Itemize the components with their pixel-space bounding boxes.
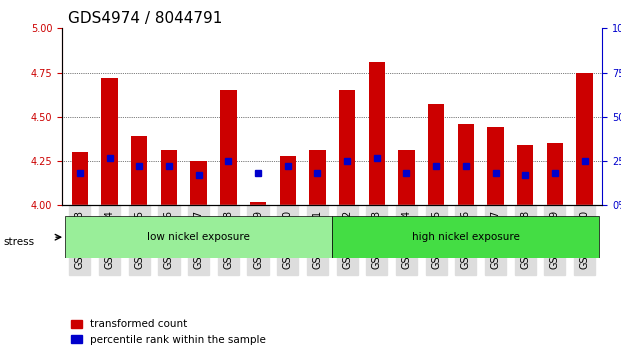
Bar xyxy=(339,90,355,205)
Bar xyxy=(546,143,563,205)
Bar xyxy=(250,202,266,205)
Bar xyxy=(72,152,88,205)
Bar xyxy=(309,150,325,205)
Legend: transformed count, percentile rank within the sample: transformed count, percentile rank withi… xyxy=(67,315,270,349)
Bar xyxy=(576,73,592,205)
Bar xyxy=(458,124,474,205)
Bar xyxy=(398,150,415,205)
Bar xyxy=(428,104,444,205)
Text: high nickel exposure: high nickel exposure xyxy=(412,232,520,242)
Text: low nickel exposure: low nickel exposure xyxy=(147,232,250,242)
FancyBboxPatch shape xyxy=(65,216,332,258)
Bar xyxy=(517,145,533,205)
Bar xyxy=(279,156,296,205)
Bar xyxy=(487,127,504,205)
Text: GDS4974 / 8044791: GDS4974 / 8044791 xyxy=(68,11,223,25)
Bar xyxy=(191,161,207,205)
Text: stress: stress xyxy=(3,238,34,247)
Bar xyxy=(131,136,147,205)
Bar xyxy=(220,90,237,205)
Bar xyxy=(161,150,177,205)
FancyBboxPatch shape xyxy=(332,216,599,258)
Bar xyxy=(101,78,118,205)
Bar xyxy=(369,62,385,205)
